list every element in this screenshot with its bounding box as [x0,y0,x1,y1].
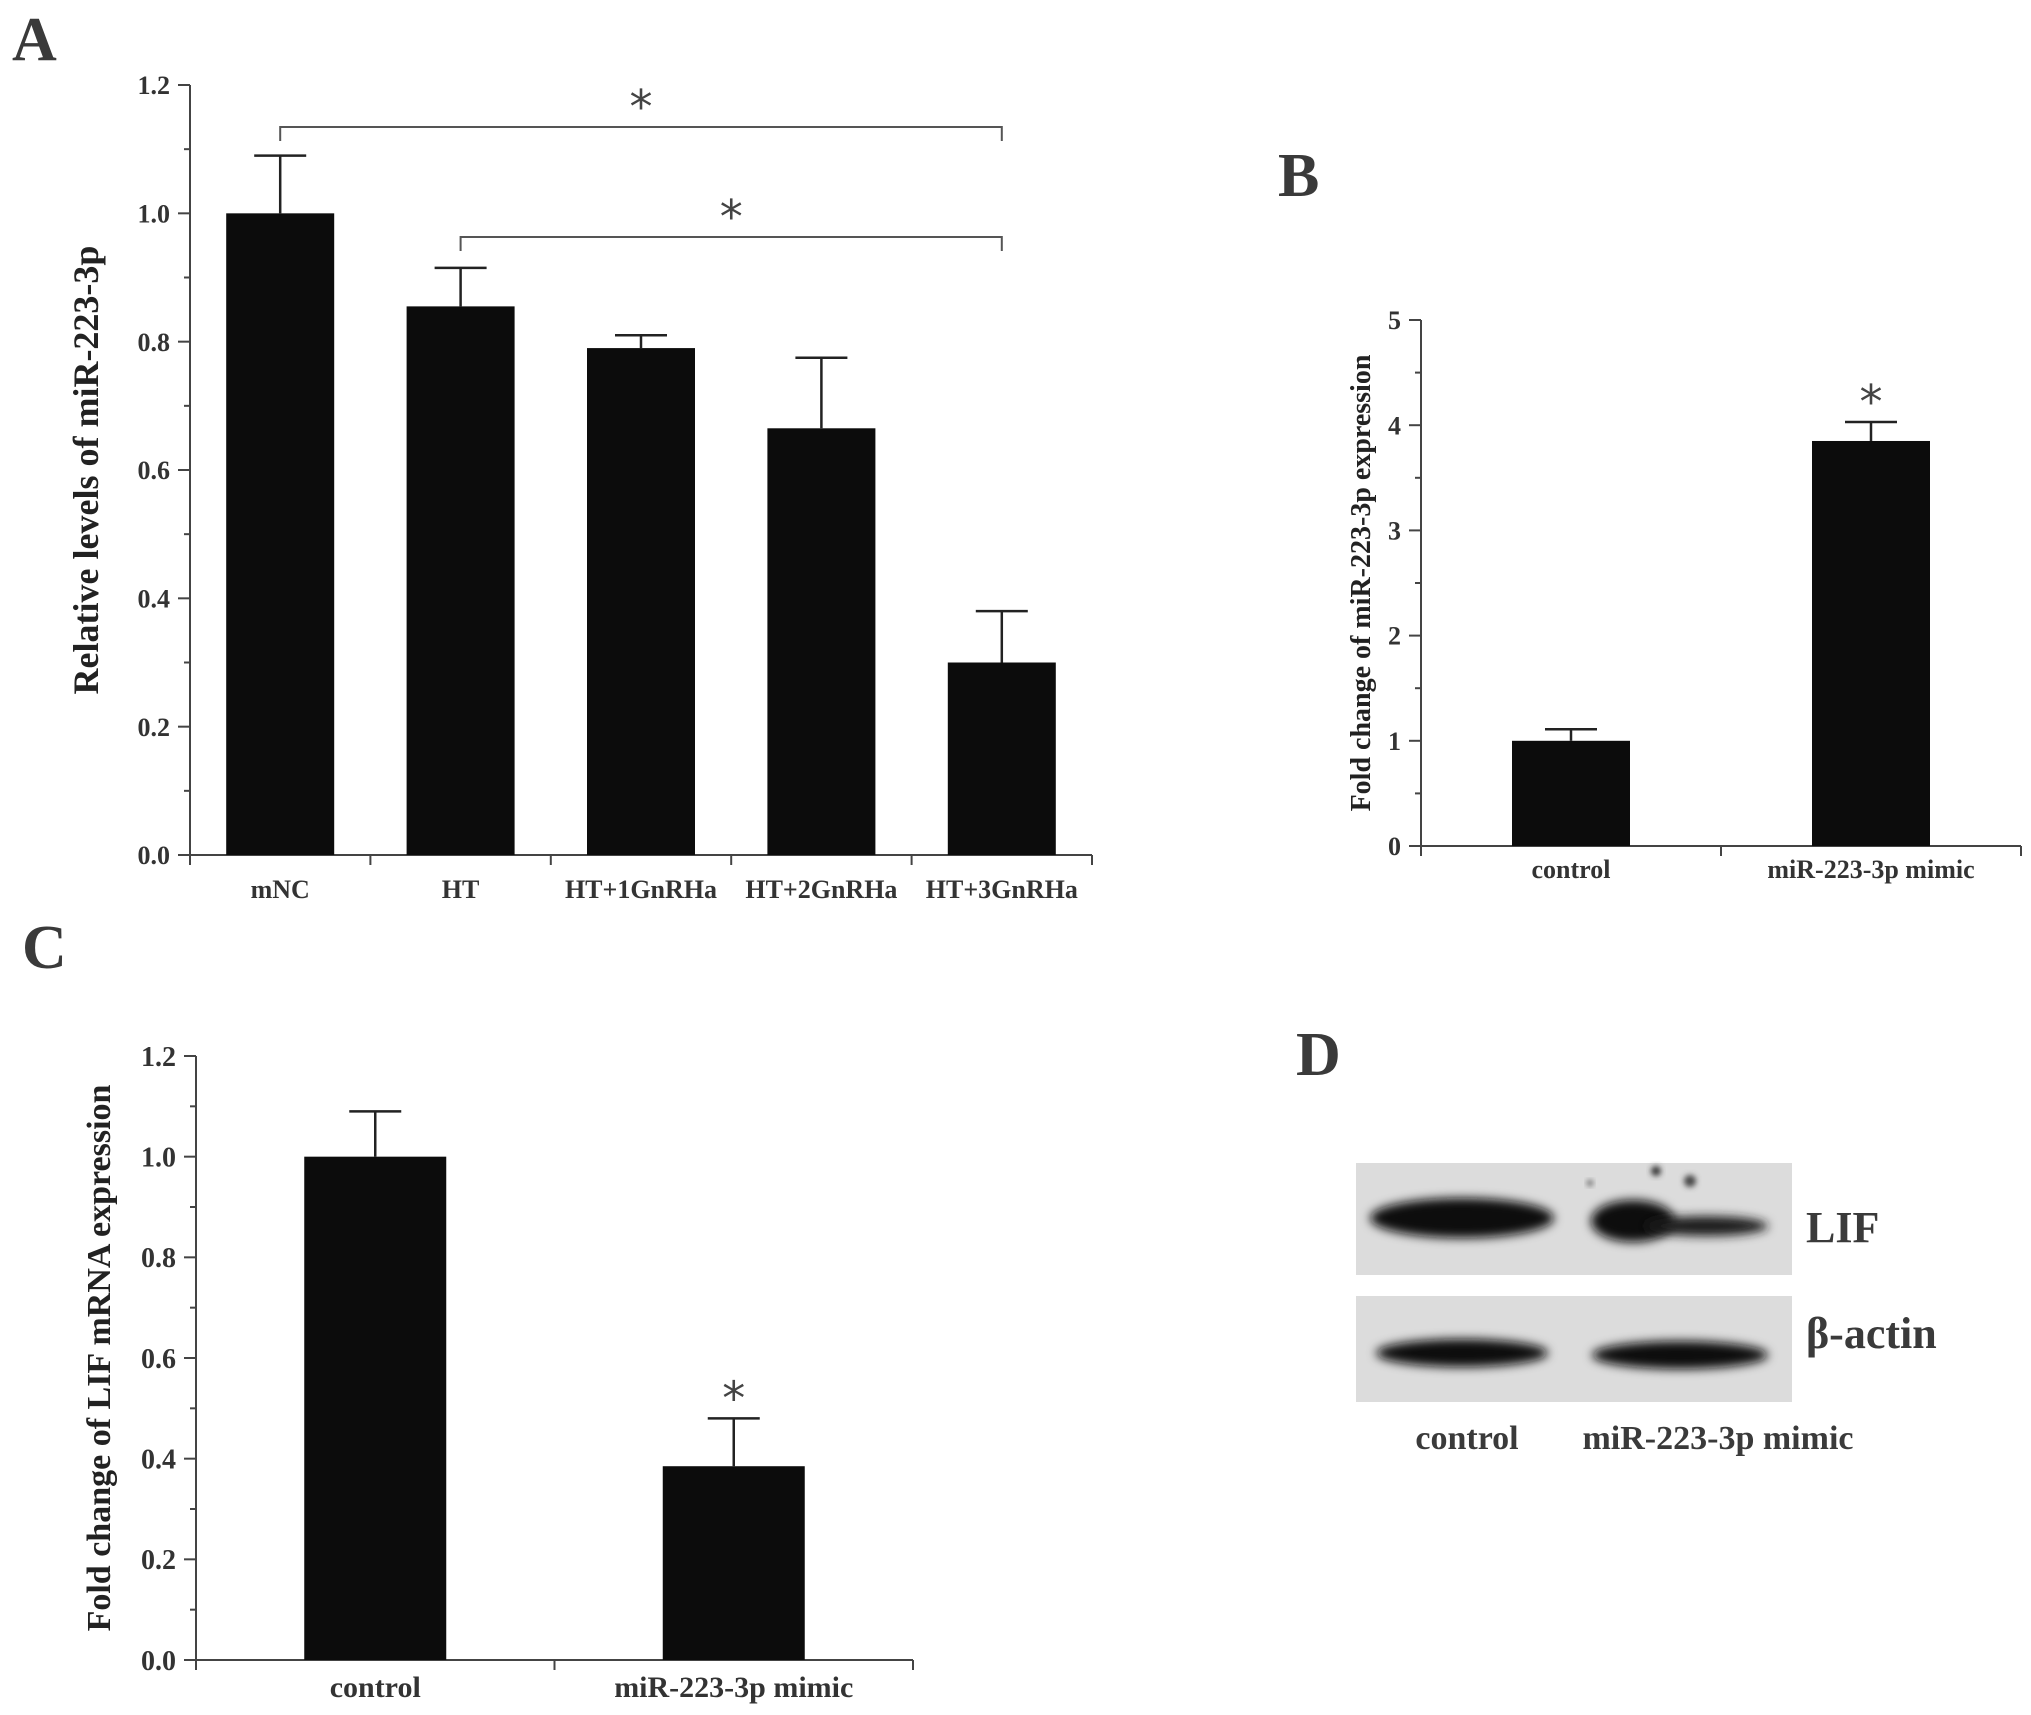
blot-row-label-actin: β-actin [1806,1309,1937,1358]
x-tick-label: control [330,1671,421,1704]
y-axis-title: Relative levels of miR-223-3p [66,246,106,695]
blot-speck [1684,1175,1696,1187]
x-tick-label: control [1532,855,1611,884]
blot-speck [1651,1166,1661,1176]
significance-bracket [279,126,1003,141]
significance-bracket [459,236,1003,251]
x-tick-label: mNC [251,875,310,904]
significance-star: * [722,1371,745,1425]
y-tick-label: 0.4 [138,584,171,613]
blot-lane-label-control: control [1415,1420,1518,1457]
bar [947,662,1056,855]
x-tick-label: HT+1GnRHa [565,875,717,904]
y-tick-label: 1.2 [138,71,171,100]
y-tick-label: 0.0 [138,841,171,870]
x-tick-label: miR-223-3p mimic [614,1671,853,1704]
y-axis-title: Fold change of LIF mRNA expression [81,1084,118,1631]
y-tick-label: 0 [1388,832,1401,861]
blot-row-label-lif: LIF [1806,1203,1879,1252]
blot-speck [1587,1180,1593,1186]
x-tick-label: HT [442,875,480,904]
significance-star: * [720,190,743,244]
blot-strip-lif [1356,1163,1792,1275]
panel-letter-a: A [12,6,57,74]
chart-b: 0 1 2 3 4 5 Fold change of miR-223-3p expressi… [1346,306,2022,884]
y-tick-label: 1.0 [138,199,171,228]
y-tick-label: 4 [1388,411,1401,440]
y-axis-title: Fold change of miR-223-3p expression [1346,354,1377,811]
y-tick-label: 0.4 [141,1444,176,1475]
y-tick-label: 1.2 [141,1042,176,1073]
y-tick-label: 5 [1388,306,1401,335]
bar [1512,740,1630,846]
blot-lane-label-mimic: miR-223-3p mimic [1582,1420,1853,1457]
y-tick-label: 1 [1388,727,1401,756]
blot-band-actin-control [1376,1339,1548,1367]
x-tick-label: HT+2GnRHa [745,875,897,904]
blot-band-lif-control [1370,1198,1554,1238]
y-tick-label: 0.8 [141,1243,176,1274]
bar [662,1466,805,1660]
y-tick-label: 0.8 [138,328,171,357]
bar [767,428,876,855]
panel-letter-c: C [22,914,67,982]
blot-band-lif-mimic [1591,1200,1675,1242]
x-tick-label: HT+3GnRHa [926,875,1078,904]
y-tick-label: 0.2 [138,713,171,742]
chart-c: 0.0 0.2 0.4 0.6 0.8 1.0 1.2 Fold change of LIF … [81,1042,914,1704]
y-tick-label: 0.0 [141,1646,176,1677]
bar [226,213,335,856]
blot-band-actin-mimic [1592,1341,1768,1369]
chart-a: 0.0 0.2 0.4 0.6 0.8 1.0 1.2 Relative levels of … [66,71,1093,904]
significance-star: * [1860,375,1883,429]
y-tick-label: 1.0 [141,1142,176,1173]
y-tick-label: 3 [1388,517,1401,546]
x-tick-label: miR-223-3p mimic [1767,855,1974,884]
panel-letter-b: B [1278,142,1319,210]
blot-strip-actin [1356,1296,1792,1402]
bar [587,348,695,855]
bar [304,1156,447,1660]
y-tick-label: 0.2 [141,1545,176,1576]
y-tick-label: 0.6 [141,1344,176,1375]
y-tick-label: 2 [1388,622,1401,651]
blot-band-lif-mimic-tail [1644,1216,1768,1236]
significance-star: * [630,80,653,134]
western-blot: LIF β-actin control miR-223-3p mimic [1356,1163,1937,1457]
bar [1812,440,1930,846]
y-tick-label: 0.6 [138,456,171,485]
panel-letter-d: D [1296,1021,1341,1089]
bar [406,306,515,855]
